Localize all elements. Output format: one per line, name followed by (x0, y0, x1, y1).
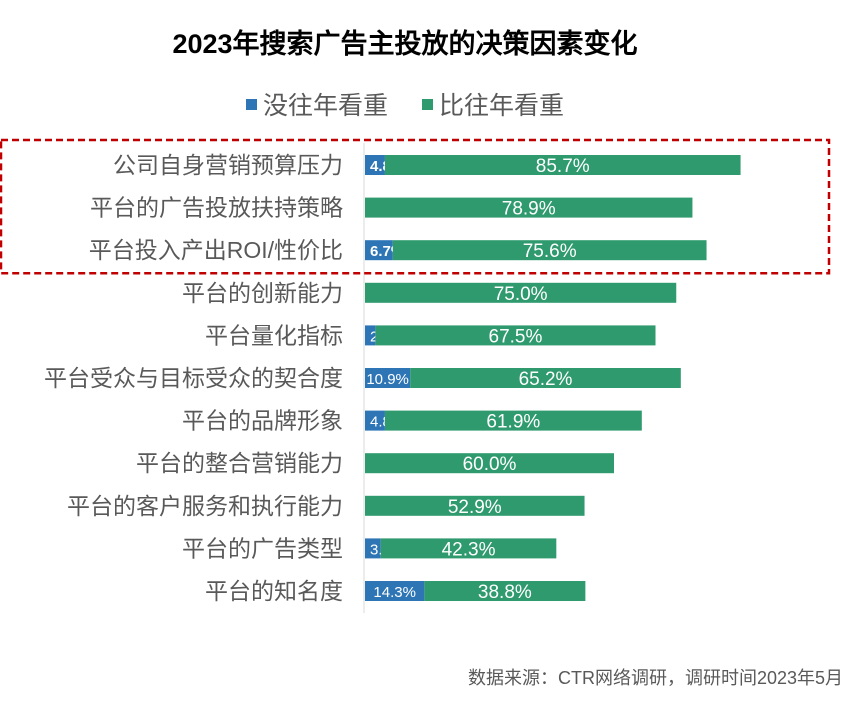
bar-2-5 (375, 325, 656, 346)
data-label-2-2: 78.9% (502, 199, 556, 220)
data-label-2-5: 67.5% (489, 326, 543, 347)
bar-2-2 (365, 197, 693, 218)
bar-2-11 (424, 581, 586, 601)
bar-1-11 (365, 581, 425, 601)
bar-2-1 (384, 155, 741, 175)
data-label-1-11: 14.3% (373, 584, 416, 601)
legend: 没往年看重 比往年看重 (0, 86, 810, 122)
bar-2-4 (365, 282, 677, 303)
bar-1-3 (365, 240, 393, 261)
data-label-2-6: 65.2% (519, 369, 573, 390)
bar-2-3 (392, 240, 707, 261)
category-label-2: 平台的广告投放扶持策略 (90, 195, 343, 221)
data-label-2-9: 52.9% (448, 497, 502, 518)
category-label-1: 公司自身营销预算压力 (113, 152, 343, 178)
category-label-4: 平台的创新能力 (182, 280, 343, 306)
category-label-5: 平台量化指标 (205, 322, 343, 348)
bar-2-10 (380, 538, 557, 559)
bar-1-10 (365, 538, 381, 559)
bar-2-9 (365, 495, 585, 516)
data-label-1-6: 10.9% (366, 371, 409, 388)
category-label-11: 平台的知名度 (205, 578, 343, 604)
data-label-2-8: 60.0% (463, 454, 517, 475)
data-label-2-7: 61.9% (486, 412, 540, 433)
legend-swatch-series-1 (245, 98, 257, 110)
data-label-2-3: 75.6% (523, 241, 577, 262)
bar-2-8 (365, 453, 614, 474)
legend-item-series-2: 比往年看重 (422, 86, 564, 122)
category-label-9: 平台的客户服务和执行能力 (67, 493, 343, 519)
legend-swatch-series-2 (422, 98, 433, 110)
legend-label-series-2: 比往年看重 (439, 92, 565, 120)
source-note: 数据来源：CTR网络调研，调研时间2023年5月 (467, 668, 843, 688)
bar-1-7 (365, 410, 385, 431)
bar-2-7 (384, 410, 642, 431)
chart-title: 2023年搜索广告主投放的决策因素变化 (172, 29, 638, 59)
bar-1-5 (365, 325, 376, 346)
category-label-7: 平台的品牌形象 (182, 408, 343, 434)
legend-item-series-1: 没往年看重 (245, 86, 388, 122)
category-label-3: 平台投入产出ROI/性价比 (89, 237, 343, 263)
legend-label-series-1: 没往年看重 (262, 92, 388, 120)
data-label-2-10: 42.3% (442, 539, 496, 560)
bar-2-6 (410, 368, 681, 388)
data-label-2-4: 75.0% (494, 284, 548, 305)
data-label-2-1: 85.7% (536, 156, 590, 177)
highlight-box (0, 138, 831, 275)
category-label-8: 平台的整合营销能力 (136, 450, 343, 476)
bar-1-1 (365, 155, 385, 175)
bar-1-6 (365, 368, 411, 388)
data-label-2-11: 38.8% (478, 582, 532, 603)
category-label-6: 平台受众与目标受众的契合度 (44, 365, 343, 391)
category-label-10: 平台的广告类型 (182, 535, 343, 561)
